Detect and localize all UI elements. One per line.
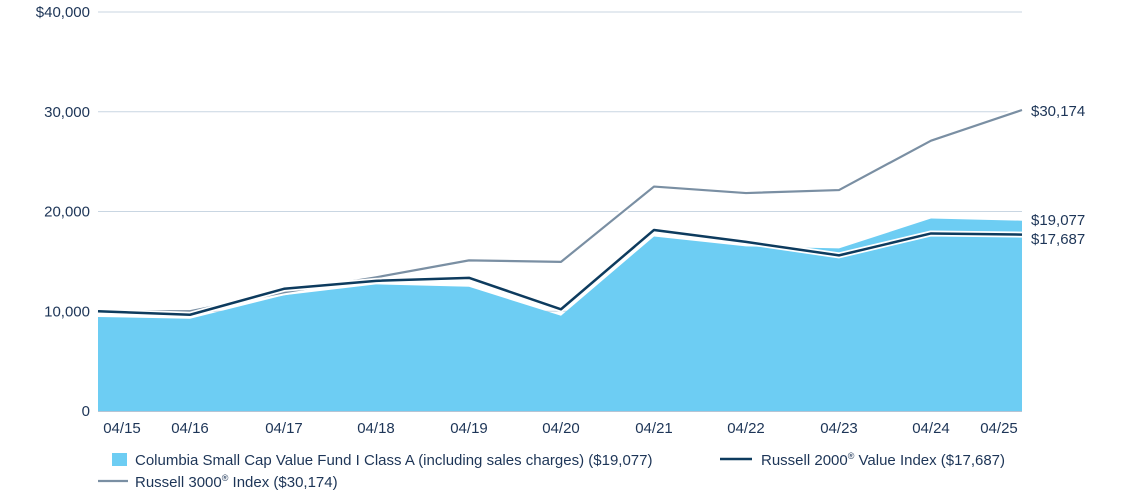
fund-end-label: $19,077 [1031,212,1085,229]
legend-label-russell-3000-suffix: Index ($30,174) [228,474,337,491]
x-tick-label: 04/24 [912,420,950,437]
end-value-labels: $30,174 $19,077 $17,687 [1031,103,1085,248]
registered-mark: ® [848,451,855,461]
index-lines-layer [97,107,1023,318]
y-tick-label: $40,000 [36,4,90,21]
y-tick-label: 0 [82,403,90,420]
x-axis: 04/15 04/16 04/17 04/18 04/19 04/20 04/21 04/22… [103,420,1018,437]
legend-label-russell-3000: Russell 3000® Index ($30,174) [135,473,338,491]
legend-label-russell-2000-suffix: Value Index ($17,687) [854,452,1005,469]
y-tick-label: 20,000 [44,204,90,221]
legend-label-russell-2000: Russell 2000® Value Index ($17,687) [761,451,1005,469]
legend-label-russell-2000-prefix: Russell 2000 [761,452,848,469]
legend-label-fund: Columbia Small Cap Value Fund I Class A … [135,452,653,469]
legend-label-russell-3000-prefix: Russell 3000 [135,474,222,491]
registered-mark: ® [222,473,229,483]
russell-2000-end-label: $17,687 [1031,231,1085,248]
russell-3000-end-label: $30,174 [1031,103,1085,120]
x-tick-label: 04/15 [103,420,141,437]
x-tick-label: 04/19 [450,420,488,437]
x-tick-label: 04/17 [265,420,303,437]
fund-area [98,218,1022,411]
y-tick-label: 10,000 [44,303,90,320]
legend: Columbia Small Cap Value Fund I Class A … [98,451,1005,491]
y-axis: 0 10,000 20,000 30,000 $40,000 [36,4,90,420]
x-tick-label: 04/21 [635,420,673,437]
fund-area-layer [97,218,1023,411]
x-tick-label: 04/22 [727,420,765,437]
y-tick-label: 30,000 [44,104,90,121]
x-tick-label: 04/23 [820,420,858,437]
x-tick-label: 04/16 [171,420,209,437]
legend-swatch-fund [112,453,127,466]
x-tick-label: 04/20 [542,420,580,437]
x-tick-label: 04/25 [980,420,1018,437]
x-tick-label: 04/18 [357,420,395,437]
russell-2000-value-line [97,228,1023,316]
